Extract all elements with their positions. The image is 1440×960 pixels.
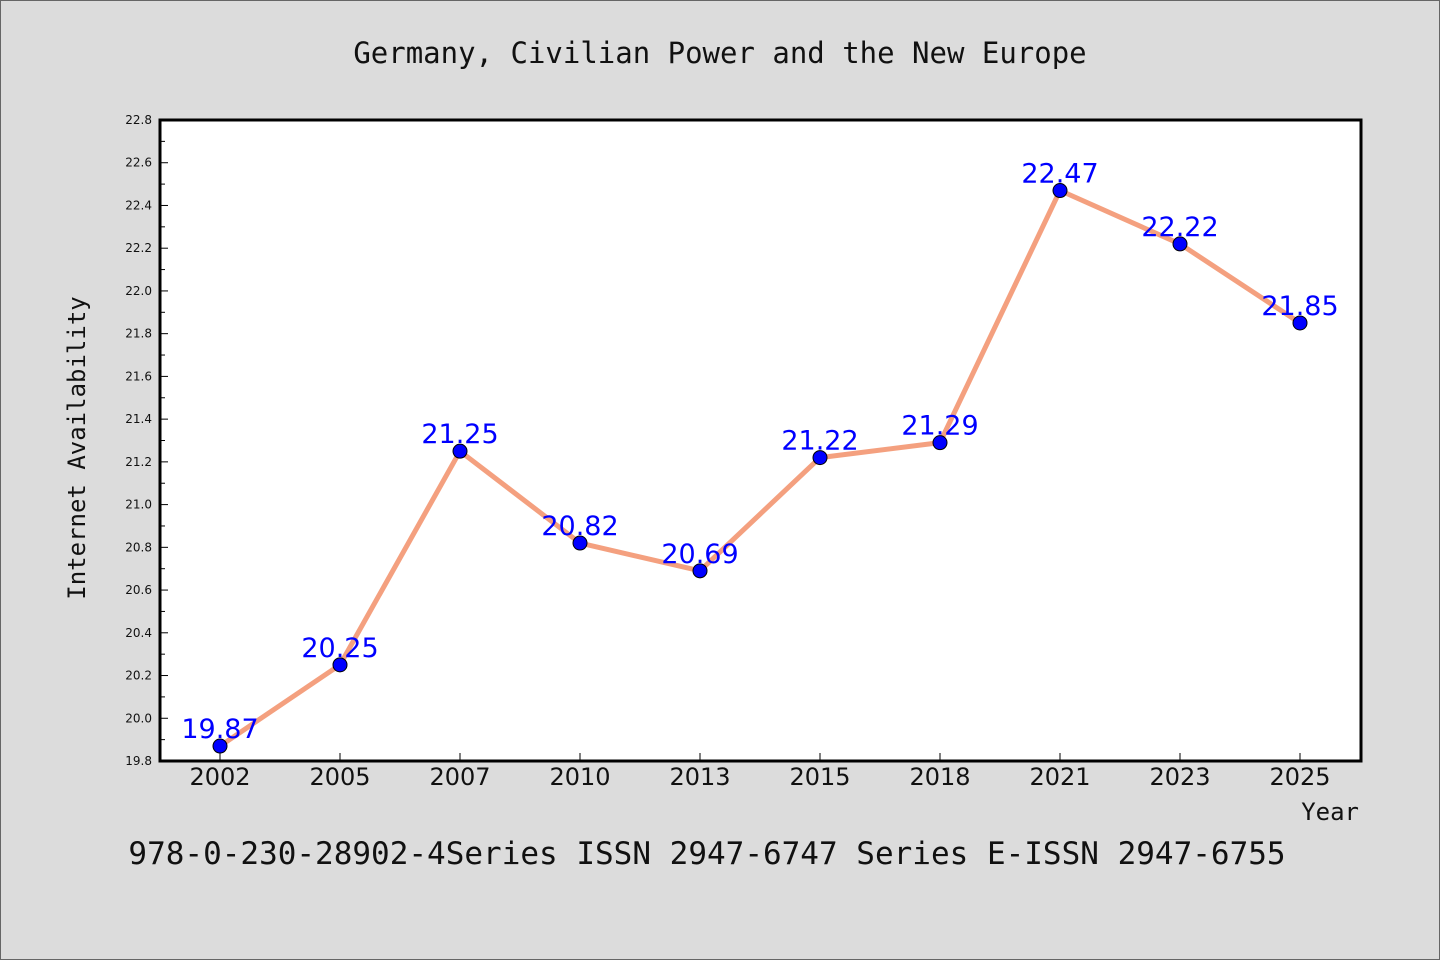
y-axis: 19.8 20.0 20.2 20.4 20.6 20.8 21.0 21.2 21.4 21.6… [125,113,168,768]
data-point [1052,183,1068,199]
x-axis: 2002 2005 2007 2010 2013 2015 2018 2021 2023 2025 [189,753,1331,791]
data-label: 20.82 [541,511,618,542]
data-point [1172,236,1188,252]
data-point [452,443,468,459]
y-tick-label: 22.2 [125,241,152,255]
data-label: 21.29 [901,411,978,442]
y-tick-label: 21.8 [125,327,152,341]
y-tick-label: 22.0 [125,284,152,298]
y-tick-label: 21.4 [125,412,152,426]
x-tick-label: 2002 [189,763,250,791]
data-point [212,738,228,754]
y-tick-label: 20.4 [125,626,152,640]
series-line [217,188,1303,749]
y-tick-label: 20.8 [125,540,152,554]
y-tick-label: 21.0 [125,498,152,512]
data-point [1292,315,1308,331]
data-label: 21.25 [421,419,498,450]
data-label: 22.47 [1021,159,1098,190]
y-tick-label: 21.2 [125,455,152,469]
x-tick-label: 2007 [429,763,490,791]
x-axis-label: Year [1301,798,1359,826]
x-tick-label: 2021 [1029,763,1090,791]
x-tick-label: 2005 [309,763,370,791]
x-tick-label: 2010 [549,763,610,791]
x-tick-label: 2025 [1269,763,1330,791]
series-line-group: 19.87 20.25 21.25 20.82 20.69 21.22 21.29 22.47… [181,159,1339,754]
y-tick-label: 22.6 [125,156,152,170]
x-tick-label: 2023 [1149,763,1210,791]
y-tick-label: 22.8 [125,113,152,127]
data-point [932,435,948,451]
plot-area [158,118,1363,763]
data-label: 21.22 [781,426,858,457]
data-point [692,563,708,579]
footer-text: 978-0-230-28902-4Series ISSN 2947-6747 S… [128,836,1285,872]
y-tick-label: 22.4 [125,198,152,212]
data-label: 22.22 [1141,212,1218,243]
data-point [332,657,348,673]
x-tick-label: 2015 [789,763,850,791]
y-tick-label: 21.6 [125,369,152,383]
data-label: 19.87 [181,714,258,745]
chart-title: Germany, Civilian Power and the New Euro… [353,36,1086,70]
data-point [572,535,588,551]
x-tick-label: 2018 [909,763,970,791]
y-tick-label: 20.6 [125,583,152,597]
y-tick-label: 20.0 [125,711,152,725]
data-point [812,450,828,466]
y-tick-label: 20.2 [125,669,152,683]
data-label: 21.85 [1261,291,1338,322]
data-label: 20.25 [301,633,378,664]
y-tick-label: 19.8 [125,754,152,768]
x-tick-label: 2013 [669,763,730,791]
y-axis-label: Internet Availability [63,296,91,599]
data-label: 20.69 [661,539,738,570]
